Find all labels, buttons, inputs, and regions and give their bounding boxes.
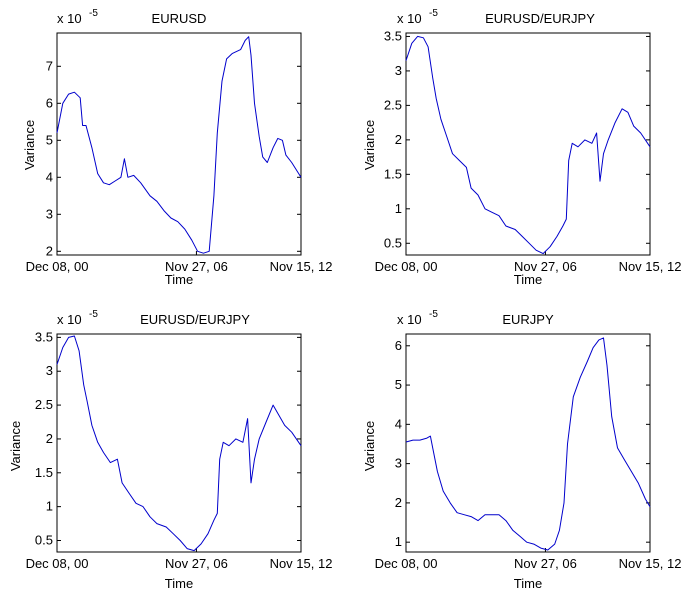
y-tick-label: 1 [395, 201, 402, 216]
y-tick-label: 1.5 [35, 465, 53, 480]
x-axis-label: Time [514, 576, 542, 591]
panel-eurusd: EURUSD x 10 -5 Variance Time 2 3 4 5 6 7 Dec … [22, 8, 332, 287]
y-tick-label: 6 [395, 338, 402, 353]
chart-title: EURJPY [502, 312, 554, 327]
x-tick-label: Nov 15, 12 [619, 556, 682, 571]
x-tick-label: Nov 15, 12 [270, 556, 333, 571]
x-ticks: Dec 08, 00 Nov 27, 06 Nov 15, 12 [375, 548, 682, 571]
panel-eurusd-eurjpy-top: EURUSD/EURJPY x 10 -5 Variance Time 0.5 1… [362, 8, 681, 287]
y-tick-label: 1 [46, 499, 53, 514]
chart-title: EURUSD/EURJPY [140, 312, 250, 327]
exponent-label: x 10 [57, 312, 82, 327]
exponent-power: -5 [429, 8, 438, 19]
series-line [56, 335, 302, 552]
panel-eurjpy: EURJPY x 10 -5 Variance Time 1 2 3 4 5 6 Dec … [362, 309, 681, 591]
series-line [405, 35, 651, 255]
y-tick-label: 0.5 [384, 235, 402, 250]
y-tick-label: 7 [46, 58, 53, 73]
y-axis-label: Variance [362, 421, 377, 471]
x-tick-label: Nov 27, 06 [165, 556, 228, 571]
chart-title: EURUSD/EURJPY [485, 11, 595, 26]
x-ticks: Dec 08, 00 Nov 27, 06 Nov 15, 12 [26, 251, 333, 274]
y-tick-label: 3 [46, 206, 53, 221]
series-line [405, 337, 651, 551]
y-tick-label: 2 [46, 243, 53, 258]
y-tick-label: 2.5 [35, 397, 53, 412]
exponent-power: -5 [89, 309, 98, 320]
x-tick-label: Dec 08, 00 [26, 556, 89, 571]
y-tick-label: 1.5 [384, 166, 402, 181]
y-tick-label: 2 [46, 431, 53, 446]
y-tick-label: 6 [46, 95, 53, 110]
y-tick-label: 4 [46, 169, 53, 184]
exponent-power: -5 [89, 8, 98, 19]
y-tick-label: 3.5 [384, 28, 402, 43]
x-axis-label: Time [514, 272, 542, 287]
y-axis-label: Variance [362, 120, 377, 170]
x-tick-label: Nov 15, 12 [619, 259, 682, 274]
y-ticks: 0.5 1 1.5 2 2.5 3 3.5 [384, 28, 650, 250]
y-tick-label: 0.5 [35, 532, 53, 547]
y-tick-label: 3.5 [35, 329, 53, 344]
y-tick-label: 5 [395, 377, 402, 392]
x-tick-label: Nov 27, 06 [165, 259, 228, 274]
y-tick-label: 2 [395, 132, 402, 147]
x-axis-label: Time [165, 576, 193, 591]
plot-frame [56, 32, 302, 256]
exponent-label: x 10 [397, 312, 422, 327]
x-axis-label: Time [165, 272, 193, 287]
chart-title: EURUSD [152, 11, 207, 26]
x-ticks: Dec 08, 00 Nov 27, 06 Nov 15, 12 [26, 548, 333, 571]
x-tick-label: Dec 08, 00 [26, 259, 89, 274]
x-tick-label: Dec 08, 00 [375, 556, 438, 571]
panel-eurusd-eurjpy-bottom: EURUSD/EURJPY x 10 -5 Variance Time 0.5 1… [8, 309, 332, 591]
y-ticks: 0.5 1 1.5 2 2.5 3 3.5 [35, 329, 301, 547]
exponent-label: x 10 [397, 11, 422, 26]
y-tick-label: 4 [395, 416, 402, 431]
y-tick-label: 1 [395, 534, 402, 549]
series-line [56, 36, 302, 254]
plot-frame [56, 333, 302, 553]
y-axis-label: Variance [8, 421, 23, 471]
y-ticks: 1 2 3 4 5 6 [395, 338, 650, 549]
x-tick-label: Nov 27, 06 [514, 259, 577, 274]
plot-frame [405, 32, 651, 256]
x-tick-label: Nov 15, 12 [270, 259, 333, 274]
y-tick-label: 3 [46, 363, 53, 378]
y-tick-label: 3 [395, 456, 402, 471]
y-tick-label: 2 [395, 495, 402, 510]
y-axis-label: Variance [22, 120, 37, 170]
plot-frame [405, 333, 651, 553]
x-tick-label: Dec 08, 00 [375, 259, 438, 274]
exponent-power: -5 [429, 309, 438, 320]
x-ticks: Dec 08, 00 Nov 27, 06 Nov 15, 12 [375, 251, 682, 274]
y-ticks: 2 3 4 5 6 7 [46, 58, 301, 258]
exponent-label: x 10 [57, 11, 82, 26]
x-tick-label: Nov 27, 06 [514, 556, 577, 571]
y-tick-label: 2.5 [384, 97, 402, 112]
y-tick-label: 3 [395, 63, 402, 78]
y-tick-label: 5 [46, 132, 53, 147]
